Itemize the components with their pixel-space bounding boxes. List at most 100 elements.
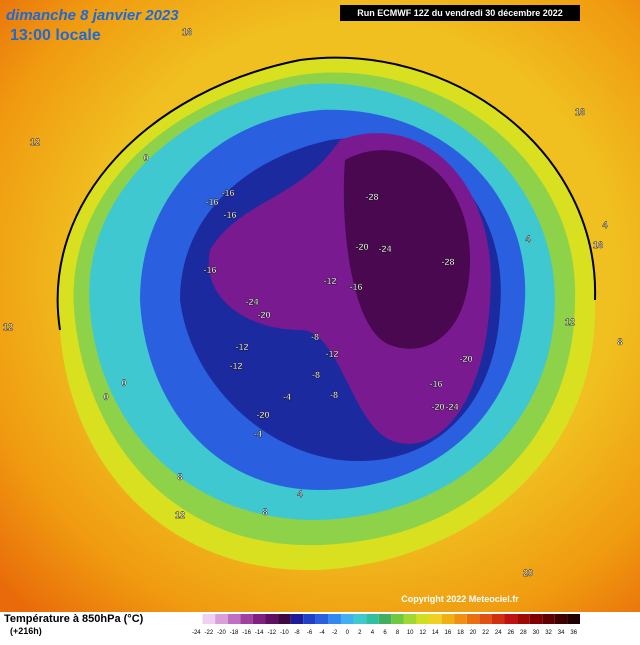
contour-label: -20 <box>355 242 368 252</box>
colorbar-label: -24 <box>192 630 201 636</box>
colorbar-label: 26 <box>507 630 514 636</box>
colorbar-cell <box>391 614 404 624</box>
colorbar-label: 12 <box>419 630 426 636</box>
colorbar-cell <box>378 614 392 624</box>
contour-label: -16 <box>203 265 216 275</box>
contour-label: 16 <box>593 240 603 250</box>
colorbar-label: 10 <box>407 630 414 636</box>
colorbar-cell <box>479 614 492 624</box>
colorbar-cell <box>466 614 480 624</box>
contour-label: 4 <box>297 489 302 499</box>
colorbar-label: 34 <box>558 630 565 636</box>
contour-label: 4 <box>602 220 607 230</box>
contour-label: -8 <box>311 332 319 342</box>
colorbar-cell <box>215 614 228 624</box>
colorbar-cell <box>290 614 304 624</box>
contour-label: -8 <box>330 390 338 400</box>
colorbar-label: 32 <box>545 630 552 636</box>
run-box <box>340 5 580 21</box>
copyright: Copyright 2022 Meteociel.fr <box>401 594 519 604</box>
contour-label: -16 <box>221 188 234 198</box>
colorbar-cell <box>491 614 505 624</box>
contour-label: 8 <box>262 507 267 517</box>
colorbar-label: 28 <box>520 630 527 636</box>
colorbar-label: 14 <box>432 630 439 636</box>
contour-label: 8 <box>177 472 182 482</box>
contour-label: -16 <box>223 210 236 220</box>
colorbar-cell <box>567 614 580 624</box>
colorbar-cell <box>340 614 354 624</box>
colorbar-cell <box>554 614 568 624</box>
contour-label: -24 <box>445 402 458 412</box>
colorbar-cell <box>190 614 203 624</box>
colorbar-label: -14 <box>255 630 264 636</box>
contour-label: -20 <box>431 402 444 412</box>
contour-label: -8 <box>312 370 320 380</box>
variable: Température à 850hPa (°C) <box>4 613 144 625</box>
contour-label: -12 <box>323 276 336 286</box>
contour-label: -4 <box>254 429 262 439</box>
colorbar-label: -18 <box>230 630 239 636</box>
lead-time: (+216h) <box>10 626 42 636</box>
colorbar-cell <box>529 614 543 624</box>
colorbar-cell <box>315 614 329 624</box>
contour-label: 0 <box>143 153 148 163</box>
colorbar-cell <box>416 614 430 624</box>
contour-label: 4 <box>525 234 530 244</box>
contour-label: 12 <box>175 510 185 520</box>
contour-label: -24 <box>245 297 258 307</box>
colorbar-cell <box>353 614 367 624</box>
colorbar-label: -10 <box>280 630 289 636</box>
contour-label: 16 <box>575 107 585 117</box>
colorbar-label: -6 <box>307 630 313 636</box>
colorbar-cell <box>278 614 291 624</box>
contour-label: -16 <box>205 197 218 207</box>
colorbar-label: 0 <box>346 630 350 636</box>
contour-label: 12 <box>3 322 13 332</box>
colorbar-label: 6 <box>383 630 387 636</box>
contour-label: 20 <box>523 568 533 578</box>
colorbar-label: -20 <box>217 630 226 636</box>
contour-label: -20 <box>257 310 270 320</box>
contour-label: 0 <box>103 392 108 402</box>
contour-label: 12 <box>30 137 40 147</box>
contour-label: 8 <box>617 337 622 347</box>
colorbar-cell <box>441 614 455 624</box>
colorbar-label: 18 <box>457 630 464 636</box>
contour-label: -28 <box>365 192 378 202</box>
zone-darkpurple <box>343 150 470 349</box>
colorbar-cell <box>328 614 341 624</box>
colorbar-label: -2 <box>332 630 338 636</box>
colorbar-cell <box>403 614 417 624</box>
colorbar-label: -8 <box>294 630 300 636</box>
contour-label: -20 <box>256 410 269 420</box>
colorbar-cell <box>542 614 555 624</box>
subtitle: 13:00 locale <box>10 27 101 44</box>
colorbar-label: -12 <box>267 630 276 636</box>
colorbar-cell <box>303 614 316 624</box>
colorbar-label: -22 <box>205 630 214 636</box>
colorbar-label: 36 <box>570 630 577 636</box>
contour-label: -16 <box>429 379 442 389</box>
colorbar-cell <box>517 614 530 624</box>
colorbar-cell <box>227 614 241 624</box>
contour-label: -4 <box>283 392 291 402</box>
run-info: Run ECMWF 12Z du vendredi 30 décembre 20… <box>357 8 563 18</box>
contour-label: -16 <box>349 282 362 292</box>
colorbar-label: 2 <box>358 630 362 636</box>
contour-label: -24 <box>378 244 391 254</box>
colorbar-label: 22 <box>482 630 489 636</box>
contour-zero <box>56 56 597 331</box>
title: dimanche 8 janvier 2023 <box>6 7 179 24</box>
colorbar-cell <box>429 614 442 624</box>
contour-label: 16 <box>182 27 192 37</box>
colorbar-cell <box>252 614 266 624</box>
colorbar-cell <box>265 614 279 624</box>
colorbar-label: 16 <box>445 630 452 636</box>
contour-label: -12 <box>235 342 248 352</box>
colorbar-cell <box>366 614 379 624</box>
contour-label: 0 <box>121 378 126 388</box>
colorbar-label: 20 <box>470 630 477 636</box>
colorbar-cell <box>202 614 216 624</box>
colorbar-label: 24 <box>495 630 502 636</box>
